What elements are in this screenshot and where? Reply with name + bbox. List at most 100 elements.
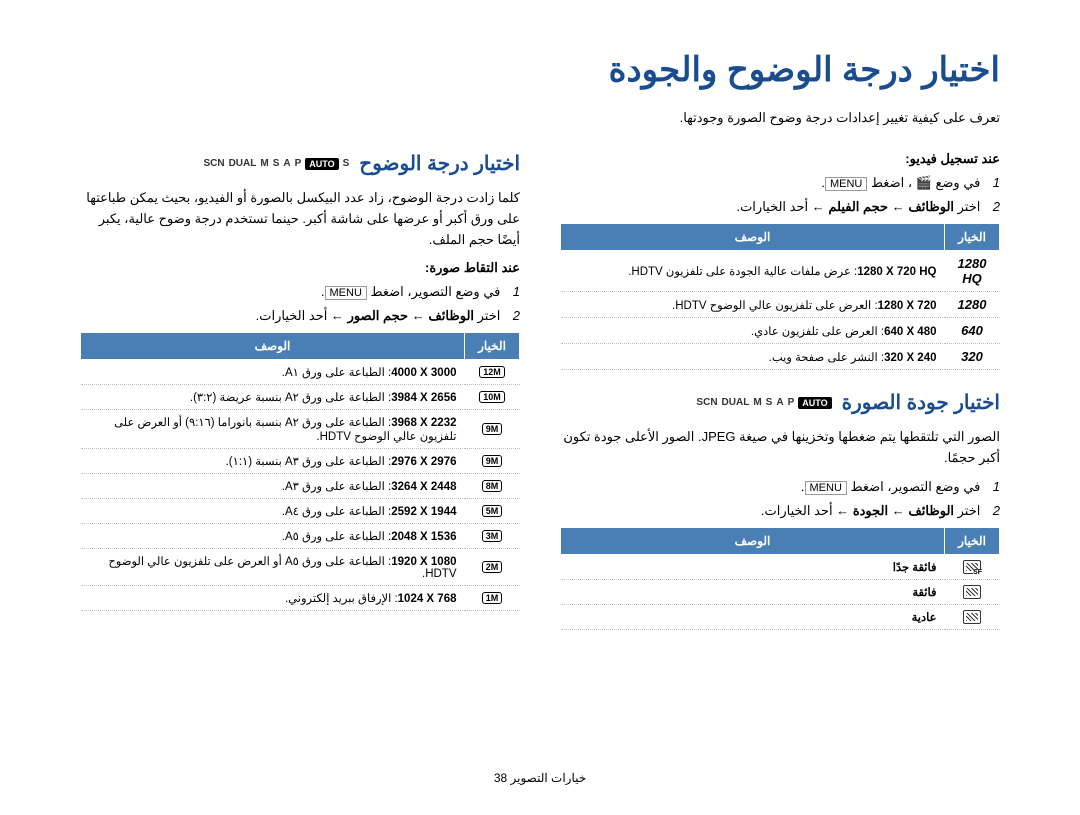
resolution-desc-cell: 2976 X 2976: الطباعة على ورق A٣ بنسبة (١…: [81, 449, 465, 474]
mode-a-icon: A: [283, 158, 290, 169]
step-number-2: 2: [984, 199, 1000, 214]
resolution-icon: 2M: [465, 549, 520, 586]
step-bold: الوظائف: [908, 199, 954, 214]
resolution-title: اختيار درجة الوضوح: [359, 151, 520, 176]
video-res-icon: 1280 HQ: [945, 251, 1000, 292]
quality-heading: اختيار جودة الصورة AUTO P A S M DUAL SCN: [560, 390, 1000, 415]
table-row: عادية: [561, 604, 1000, 629]
quality-icon: [945, 554, 1000, 579]
video-step-1: 1 في وضع 🎬 ، اضغط MENU.: [560, 175, 1000, 191]
step-text: ← أحد الخيارات.: [256, 308, 344, 323]
step-number-1: 1: [504, 284, 520, 299]
step-text: ، اضغط: [867, 175, 912, 190]
step-text: في وضع التصوير، اضغط: [367, 284, 500, 299]
mode-m-icon: M: [753, 397, 761, 408]
step-number-2: 2: [984, 503, 1000, 518]
step-number-2: 2: [504, 308, 520, 323]
mode-icons: S AUTO P A S M DUAL SCN: [203, 158, 349, 170]
resolution-desc-cell: 3984 X 2656: الطباعة على ورق A٢ بنسبة عر…: [81, 385, 465, 410]
step-arrow: ←: [408, 308, 425, 323]
table-row: فائقة: [561, 579, 1000, 604]
video-subheading: عند تسجيل فيديو:: [560, 151, 1000, 167]
two-column-layout: اختيار درجة الوضوح S AUTO P A S M DUAL S…: [80, 151, 1000, 650]
quality-step-1: 1 في وضع التصوير، اضغط MENU.: [560, 479, 1000, 495]
step-text: اختر: [474, 308, 500, 323]
video-desc-cell: 640 X 480: العرض على تلفزيون عادي.: [561, 318, 945, 344]
video-res-icon: 640: [945, 318, 1000, 344]
resolution-desc: كلما زادت درجة الوضوح، زاد عدد البيكسل ب…: [80, 188, 520, 250]
menu-button-label: MENU: [805, 481, 847, 495]
quality-desc-cell: فائقة: [561, 579, 945, 604]
photo-subheading: عند التقاط صورة:: [80, 260, 520, 276]
page-title: اختيار درجة الوضوح والجودة: [80, 50, 1000, 90]
table-header-option: الخيار: [465, 333, 520, 360]
quality-mode-icons: AUTO P A S M DUAL SCN: [696, 397, 831, 409]
step-arrow: ←: [888, 503, 905, 518]
resolution-icon: 9M: [465, 410, 520, 449]
resolution-icon: 9M: [465, 449, 520, 474]
step-text: اختر: [954, 199, 980, 214]
quality-icon: [945, 604, 1000, 629]
mode-p-icon: P: [295, 158, 302, 169]
quality-title: اختيار جودة الصورة: [842, 390, 1000, 415]
resolution-desc-cell: 4000 X 3000: الطباعة على ورق A١.: [81, 360, 465, 385]
table-header-option: الخيار: [945, 527, 1000, 554]
mode-a-icon: A: [776, 397, 783, 408]
table-row: 3M2048 X 1536: الطباعة على ورق A٥.: [81, 524, 520, 549]
video-step-2: 2 اختر الوظائف ← حجم الفيلم ← أحد الخيار…: [560, 199, 1000, 215]
step-number-1: 1: [984, 175, 1000, 190]
step-text: اختر: [954, 503, 980, 518]
resolution-icon: 5M: [465, 499, 520, 524]
resolution-icon: 12M: [465, 360, 520, 385]
video-mode-icon: 🎬: [916, 175, 932, 190]
quality-step-2: 2 اختر الوظائف ← الجودة ← أحد الخيارات.: [560, 503, 1000, 519]
resolution-heading: اختيار درجة الوضوح S AUTO P A S M DUAL S…: [80, 151, 520, 176]
resolution-desc-cell: 2048 X 1536: الطباعة على ورق A٥.: [81, 524, 465, 549]
mode-auto-icon: AUTO: [305, 158, 338, 170]
resolution-icon: 3M: [465, 524, 520, 549]
resolution-desc-cell: 1920 X 1080: الطباعة على ورق A٥ أو العرض…: [81, 549, 465, 586]
table-row: 8M3264 X 2448: الطباعة على ورق A٣.: [81, 474, 520, 499]
step-bold: الوظائف: [428, 308, 474, 323]
mode-p-icon: P: [788, 397, 795, 408]
photo-step-2: 2 اختر الوظائف ← حجم الصور ← أحد الخيارا…: [80, 308, 520, 324]
resolution-icon: 1M: [465, 586, 520, 611]
step-bold: الجودة: [853, 503, 888, 518]
table-row: 9M3968 X 2232: الطباعة على ورق A٢ بنسبة …: [81, 410, 520, 449]
mode-scn-icon: SCN: [696, 397, 717, 408]
quality-desc-cell: عادية: [561, 604, 945, 629]
menu-button-label: MENU: [325, 286, 367, 300]
resolution-desc-cell: 2592 X 1944: الطباعة على ورق A٤.: [81, 499, 465, 524]
quality-desc-cell: فائقة جدًا: [561, 554, 945, 579]
step-text: في وضع التصوير، اضغط: [847, 479, 980, 494]
mode-scn-icon: SCN: [203, 158, 224, 169]
video-res-icon: 320: [945, 344, 1000, 370]
video-desc-cell: 1280 X 720 HQ: عرض ملفات عالية الجودة عل…: [561, 251, 945, 292]
table-header-desc: الوصف: [81, 333, 465, 360]
table-row: 9M2976 X 2976: الطباعة على ورق A٣ بنسبة …: [81, 449, 520, 474]
resolution-icon: 8M: [465, 474, 520, 499]
table-header-desc: الوصف: [561, 527, 945, 554]
step-bold: الوظائف: [908, 503, 954, 518]
mode-s-icon: S: [766, 397, 773, 408]
table-header-desc: الوصف: [561, 224, 945, 251]
mode-dual-icon: DUAL: [229, 158, 257, 169]
mode-s-icon: S: [343, 158, 350, 169]
mode-m-icon: M: [260, 158, 268, 169]
page-footer: خيارات التصوير 38: [0, 771, 1080, 785]
quality-icon: [945, 579, 1000, 604]
mode-auto-icon: AUTO: [798, 397, 831, 409]
quality-desc: الصور التي تلتقطها يتم ضغطها وتخزينها في…: [560, 427, 1000, 469]
resolution-icon: 10M: [465, 385, 520, 410]
table-header-option: الخيار: [945, 224, 1000, 251]
table-row: 10M3984 X 2656: الطباعة على ورق A٢ بنسبة…: [81, 385, 520, 410]
intro-text: تعرف على كيفية تغيير إعدادات درجة وضوح ا…: [80, 110, 1000, 126]
video-res-icon: 1280: [945, 292, 1000, 318]
menu-button-label: MENU: [825, 177, 867, 191]
mode-dual-icon: DUAL: [722, 397, 750, 408]
step-arrow: ←: [888, 199, 905, 214]
table-row: 2M1920 X 1080: الطباعة على ورق A٥ أو الع…: [81, 549, 520, 586]
table-row: 640640 X 480: العرض على تلفزيون عادي.: [561, 318, 1000, 344]
resolution-desc-cell: 3968 X 2232: الطباعة على ورق A٢ بنسبة با…: [81, 410, 465, 449]
table-row: فائقة جدًا: [561, 554, 1000, 579]
